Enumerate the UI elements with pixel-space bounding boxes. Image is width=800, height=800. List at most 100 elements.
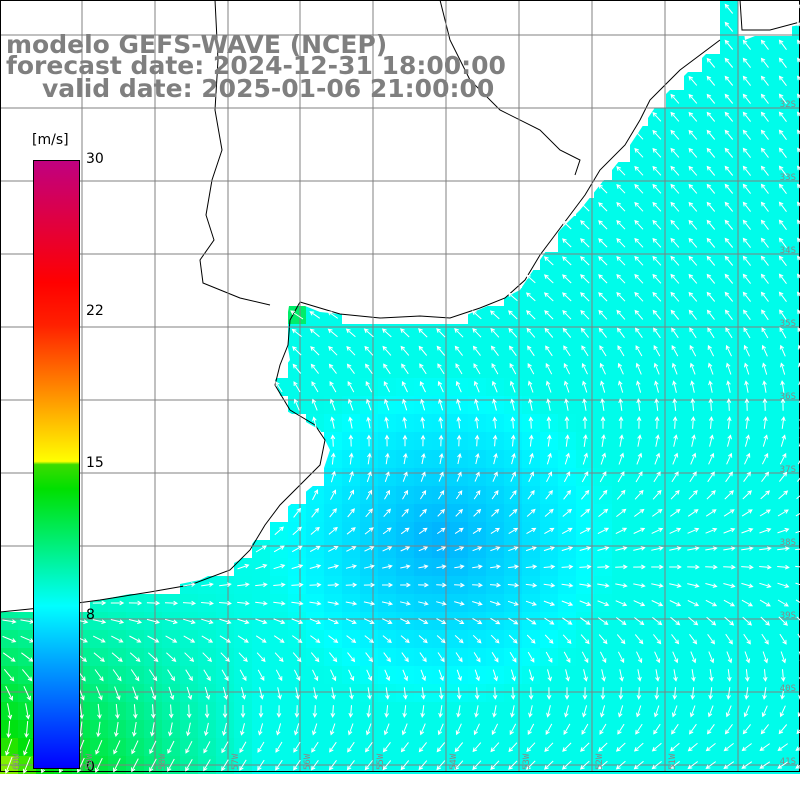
wind-arrow: [580, 274, 590, 284]
wind-arrow: [510, 434, 516, 447]
wind-arrow: [203, 669, 211, 682]
wind-arrow: [615, 527, 628, 535]
wind-arrow: [761, 309, 769, 321]
wind-arrow: [708, 651, 715, 664]
wind-arrow: [400, 328, 410, 338]
wind-arrow: [186, 704, 192, 719]
wind-arrow: [598, 202, 608, 212]
wind-arrow: [652, 617, 663, 626]
wind-arrow: [795, 565, 800, 568]
wind-arrow: [168, 686, 175, 701]
wind-arrow: [22, 669, 33, 682]
colorbar-unit: [m/s]: [32, 132, 69, 148]
wind-arrow: [421, 452, 426, 465]
wind-arrow: [437, 489, 445, 500]
wind-arrow: [564, 434, 570, 447]
wind-arrow: [401, 363, 409, 375]
wind-arrow: [168, 722, 173, 737]
wind-arrow: [309, 311, 321, 319]
wind-arrow: [364, 546, 375, 552]
wind-arrow: [92, 635, 106, 643]
wind-arrow: [367, 452, 372, 465]
wind-arrow: [635, 723, 643, 735]
wind-arrow: [724, 219, 734, 230]
wind-arrow: [759, 761, 771, 769]
wind-arrow: [726, 380, 731, 393]
wind-arrow: [401, 380, 408, 393]
wind-arrow: [780, 362, 786, 375]
wind-arrow: [761, 471, 770, 482]
wind-arrow: [724, 616, 735, 626]
wind-arrow: [347, 381, 355, 393]
wind-arrow: [348, 434, 354, 447]
wind-arrow: [128, 600, 143, 606]
wind-arrow: [597, 527, 610, 535]
wind-arrow: [526, 617, 537, 625]
wind-arrow: [634, 255, 644, 266]
wind-arrow: [652, 291, 662, 302]
wind-arrow: [347, 723, 354, 736]
wind-arrow: [618, 705, 624, 718]
wind-arrow: [311, 741, 319, 753]
wind-arrow: [490, 634, 500, 644]
wind-arrow: [255, 618, 268, 625]
wind-arrow: [743, 327, 751, 339]
wind-arrow: [654, 651, 661, 664]
wind-arrow: [742, 147, 751, 158]
wind-arrow: [600, 452, 607, 465]
wind-arrow: [580, 617, 591, 625]
wind-arrow: [165, 635, 178, 643]
wind-arrow: [365, 723, 372, 736]
wind-arrow: [507, 292, 518, 302]
wind-arrow: [327, 328, 338, 338]
wind-arrow: [25, 703, 31, 720]
wind-arrow: [690, 452, 697, 465]
wind-arrow: [670, 255, 680, 266]
wind-arrow: [742, 273, 751, 284]
wind-arrow: [726, 687, 732, 700]
wind-arrow: [327, 601, 340, 606]
wind-arrow: [652, 508, 663, 517]
wind-arrow: [706, 201, 716, 212]
wind-arrow: [219, 582, 232, 587]
wind-arrow: [402, 471, 408, 482]
wind-arrow: [222, 704, 228, 719]
wind-arrow: [384, 669, 391, 682]
wind-arrow: [490, 327, 500, 338]
wind-arrow: [492, 398, 497, 411]
wind-arrow: [742, 490, 752, 500]
wind-arrow: [366, 705, 372, 718]
wind-arrow: [275, 741, 283, 753]
wind-arrow: [110, 600, 125, 606]
wind-arrow: [3, 668, 15, 682]
wind-arrow: [634, 327, 643, 338]
wind-arrow: [760, 147, 769, 158]
wind-arrow: [724, 165, 734, 176]
wind-arrow: [201, 618, 214, 625]
wind-arrow: [420, 416, 425, 429]
wind-arrow: [724, 147, 734, 158]
wind-arrow: [759, 546, 772, 551]
wind-arrow: [402, 434, 408, 447]
wind-arrow: [579, 527, 591, 535]
wind-speed-cell: [792, 216, 800, 234]
wind-arrow: [510, 705, 515, 718]
wind-arrow: [705, 761, 716, 770]
wind-arrow: [688, 237, 698, 248]
wind-arrow: [508, 508, 518, 517]
wind-arrow: [327, 564, 340, 569]
wind-arrow: [670, 129, 680, 140]
wind-arrow: [635, 345, 643, 357]
wind-arrow: [402, 705, 408, 718]
wind-arrow: [689, 471, 697, 483]
wind-arrow: [292, 363, 302, 374]
wind-arrow: [652, 147, 662, 158]
wind-arrow: [598, 742, 608, 752]
wind-arrow: [23, 739, 31, 756]
wind-arrow: [670, 309, 680, 320]
wind-arrow: [472, 328, 482, 338]
wind-arrow: [367, 687, 372, 700]
wind-arrow: [544, 617, 555, 625]
wind-arrow: [364, 527, 374, 535]
wind-arrow: [742, 616, 753, 626]
